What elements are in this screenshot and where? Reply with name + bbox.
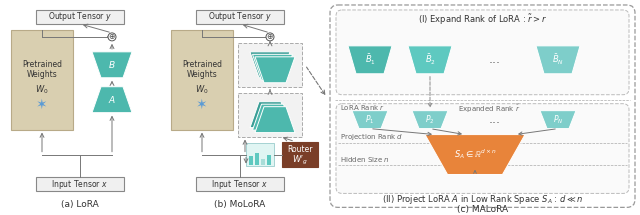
Text: ...: ... — [489, 53, 501, 66]
Circle shape — [266, 33, 274, 41]
Bar — [267, 155, 271, 164]
Text: (I) Expand Rank of LoRA : $\tilde{r} > r$: (I) Expand Rank of LoRA : $\tilde{r} > r… — [418, 13, 547, 27]
Polygon shape — [92, 52, 132, 78]
Text: ...: ... — [489, 113, 501, 126]
Text: Hidden Size $n$: Hidden Size $n$ — [340, 155, 390, 163]
Bar — [261, 159, 265, 164]
Text: (II) Project LoRA $A$ in Low Rank Space $S_A$ : $d \ll n$: (II) Project LoRA $A$ in Low Rank Space … — [381, 193, 583, 206]
Text: $A_i$: $A_i$ — [265, 108, 275, 121]
Text: Router: Router — [287, 145, 313, 154]
Bar — [282, 141, 318, 167]
Text: $S_A \in \mathbb{R}^{d \times n}$: $S_A \in \mathbb{R}^{d \times n}$ — [454, 147, 497, 161]
Circle shape — [108, 33, 116, 41]
Polygon shape — [253, 54, 292, 80]
Text: $B_i$: $B_i$ — [266, 58, 275, 71]
Text: Output Tensor $y$: Output Tensor $y$ — [208, 11, 272, 23]
FancyBboxPatch shape — [336, 10, 629, 95]
Polygon shape — [253, 104, 292, 130]
Text: Input Tensor $x$: Input Tensor $x$ — [211, 178, 269, 191]
Text: $A$: $A$ — [108, 94, 116, 105]
Bar — [196, 10, 284, 24]
Polygon shape — [92, 87, 132, 113]
Bar — [255, 153, 259, 164]
Polygon shape — [540, 111, 576, 129]
Bar — [249, 156, 253, 164]
Polygon shape — [408, 46, 452, 74]
Text: Weights: Weights — [27, 70, 58, 79]
Bar — [238, 93, 302, 137]
Text: $P_2$: $P_2$ — [425, 113, 435, 126]
Polygon shape — [250, 52, 290, 78]
Polygon shape — [425, 135, 525, 174]
Bar — [36, 177, 124, 191]
Polygon shape — [536, 46, 580, 74]
Text: $P_1$: $P_1$ — [365, 113, 375, 126]
Text: Output Tensor $y$: Output Tensor $y$ — [48, 11, 112, 23]
Text: (a) LoRA: (a) LoRA — [61, 200, 99, 209]
Text: Weights: Weights — [187, 70, 218, 79]
Text: Input Tensor $x$: Input Tensor $x$ — [51, 178, 109, 191]
Text: $\bar{B}_2$: $\bar{B}_2$ — [424, 53, 435, 67]
Polygon shape — [255, 107, 295, 133]
Text: ✶: ✶ — [36, 98, 48, 112]
Polygon shape — [255, 57, 295, 83]
Polygon shape — [348, 46, 392, 74]
Bar — [36, 10, 124, 24]
Text: $P_N$: $P_N$ — [553, 113, 563, 126]
Bar — [246, 143, 274, 166]
Text: $W'_g$: $W'_g$ — [292, 154, 308, 167]
Text: (b) MoLoRA: (b) MoLoRA — [214, 200, 266, 209]
Text: $\oplus$: $\oplus$ — [266, 32, 274, 41]
Text: $W_0$: $W_0$ — [35, 83, 49, 96]
Polygon shape — [352, 111, 388, 129]
FancyBboxPatch shape — [330, 5, 635, 207]
Text: LoRA Rank $r$: LoRA Rank $r$ — [340, 103, 385, 112]
Text: $W_0$: $W_0$ — [195, 83, 209, 96]
Bar — [171, 30, 233, 130]
Text: Pretrained: Pretrained — [182, 60, 222, 69]
Bar — [196, 177, 284, 191]
Text: ✶: ✶ — [196, 98, 208, 112]
Text: Expanded Rank $\tilde{r}$: Expanded Rank $\tilde{r}$ — [458, 103, 520, 115]
Text: (c) MALoRA: (c) MALoRA — [457, 205, 508, 214]
Text: $\bar{B}_1$: $\bar{B}_1$ — [365, 53, 376, 67]
Bar — [11, 30, 73, 130]
Text: Pretrained: Pretrained — [22, 60, 62, 69]
FancyBboxPatch shape — [336, 104, 629, 194]
Polygon shape — [412, 111, 448, 129]
Bar — [238, 43, 302, 87]
Text: $\oplus$: $\oplus$ — [108, 32, 116, 41]
Text: $\bar{B}_N$: $\bar{B}_N$ — [552, 53, 564, 67]
Text: Projection Rank $d$: Projection Rank $d$ — [340, 132, 403, 141]
Polygon shape — [250, 102, 290, 128]
Text: $B$: $B$ — [108, 59, 116, 70]
